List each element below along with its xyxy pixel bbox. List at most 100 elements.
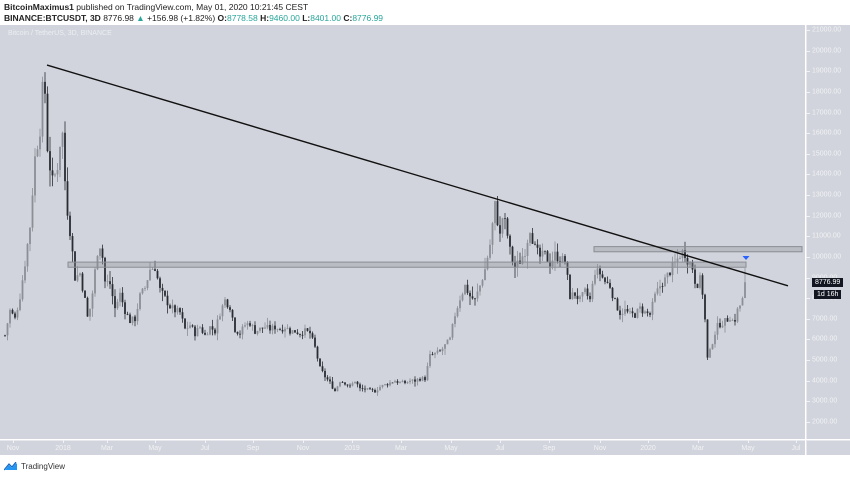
price-axis-label: 9000.00 — [812, 274, 837, 281]
time-tick — [63, 440, 64, 443]
price-axis-label: 17000.00 — [812, 109, 842, 117]
time-tick — [600, 440, 601, 443]
chart-pane[interactable] — [0, 25, 805, 439]
time-axis-label: Mar — [691, 445, 705, 452]
price-tick — [806, 133, 810, 135]
time-axis-label: Nov — [593, 445, 607, 452]
open-value: 8778.58 — [226, 13, 258, 23]
time-axis-label: Sep — [246, 445, 260, 452]
price-tick — [806, 195, 810, 197]
high-label: H: — [260, 13, 270, 23]
time-axis-label: 2020 — [640, 445, 656, 452]
price-tick — [806, 91, 810, 93]
tradingview-brand: TradingView — [21, 462, 66, 471]
axis-corner — [806, 440, 850, 455]
time-axis-label: Mar — [100, 445, 114, 452]
price-axis[interactable] — [806, 25, 850, 439]
time-tick — [796, 440, 797, 443]
price-axis-label: 11000.00 — [812, 232, 841, 240]
published-text: published on TradingView.com, May 01, 20… — [76, 2, 309, 12]
time-tick — [13, 440, 14, 443]
footer-branding[interactable]: TradingView — [4, 462, 65, 471]
price-tick — [806, 30, 810, 31]
price-axis-label: 12000.00 — [812, 212, 842, 220]
price-axis-label: 10000.00 — [812, 253, 842, 261]
time-axis-label: Mar — [394, 445, 408, 452]
high-value: 9460.00 — [269, 13, 300, 23]
price-axis-label: 6000.00 — [812, 335, 838, 343]
price-tick — [806, 256, 810, 258]
low-value: 8401.00 — [310, 13, 341, 23]
time-tick — [748, 440, 749, 443]
price-axis-label: 4000.00 — [812, 377, 838, 385]
time-axis-label: Sep — [542, 445, 556, 452]
price-tick — [806, 380, 810, 382]
series-legend-title: Bitcoin / TetherUS, 3D, BINANCE — [8, 30, 112, 37]
author-name[interactable]: BitcoinMaximus1 — [4, 2, 74, 12]
time-tick — [698, 440, 699, 443]
price-axis-label: 7000.00 — [812, 315, 838, 323]
horizontal-zones — [67, 246, 803, 268]
time-axis[interactable] — [0, 440, 805, 455]
time-tick — [451, 440, 452, 443]
price-tick — [806, 236, 810, 238]
alert-marker-icon[interactable] — [742, 255, 750, 260]
price-tick — [806, 401, 810, 403]
close-label: C: — [343, 13, 353, 23]
price-tick — [806, 298, 810, 300]
time-tick — [253, 440, 254, 443]
price-change: +156.98 (+1.82%) — [147, 13, 216, 23]
time-tick — [303, 440, 304, 443]
trendline[interactable] — [46, 64, 789, 287]
price-axis-label: 20000.00 — [812, 47, 842, 55]
price-tick — [806, 174, 810, 176]
time-tick — [155, 440, 156, 443]
time-tick — [352, 440, 353, 443]
price-axis-label: 3000.00 — [812, 397, 838, 405]
price-axis-label: 14000.00 — [812, 170, 842, 178]
time-tick — [648, 440, 649, 443]
price-tick — [806, 112, 810, 114]
price-axis-label: 15000.00 — [812, 150, 842, 158]
time-axis-label: May — [444, 445, 458, 452]
price-axis-label: 19000.00 — [812, 67, 842, 75]
bar-countdown-badge: 1d 16h — [814, 290, 842, 299]
time-tick — [500, 440, 501, 443]
price-axis-label: 18000.00 — [812, 88, 842, 96]
last-price-badge: 8776.99 — [812, 278, 844, 287]
price-tick — [806, 50, 810, 52]
price-tick — [806, 421, 810, 423]
price-tick — [806, 215, 810, 217]
price-axis-label: 13000.00 — [812, 191, 842, 199]
time-tick — [549, 440, 550, 443]
tradingview-logo-icon — [4, 462, 17, 471]
time-tick — [401, 440, 402, 443]
change-up-icon: ▲ — [136, 13, 145, 23]
price-tick — [806, 277, 810, 279]
publish-info: BitcoinMaximus1 published on TradingView… — [4, 2, 308, 12]
symbol-name: BINANCE:BTCUSDT, 3D — [4, 13, 101, 23]
price-axis-label: 21000.00 — [812, 26, 842, 34]
price-axis-label: 2000.00 — [812, 418, 838, 426]
candles — [4, 72, 746, 396]
time-axis-label: Nov — [6, 445, 20, 452]
low-label: L: — [302, 13, 311, 23]
price-tick — [806, 339, 810, 341]
time-tick — [205, 440, 206, 443]
price-axis-label: 5000.00 — [812, 356, 838, 364]
last-price: 8776.98 — [103, 13, 134, 23]
time-axis-label: May — [741, 445, 755, 452]
close-value: 8776.99 — [352, 13, 384, 23]
time-axis-label: 2018 — [55, 445, 71, 452]
time-axis-label: Jul — [200, 445, 210, 452]
time-axis-label: 2019 — [344, 445, 360, 452]
symbol-info: BINANCE:BTCUSDT, 3D 8776.98 ▲ +156.98 (+… — [4, 13, 383, 23]
time-axis-label: May — [148, 445, 162, 452]
time-axis-label: Jul — [495, 445, 505, 452]
open-label: O: — [217, 13, 227, 23]
price-tick — [806, 71, 810, 73]
price-tick — [806, 360, 810, 362]
price-tick — [806, 153, 810, 155]
time-axis-label: Jul — [791, 445, 801, 452]
